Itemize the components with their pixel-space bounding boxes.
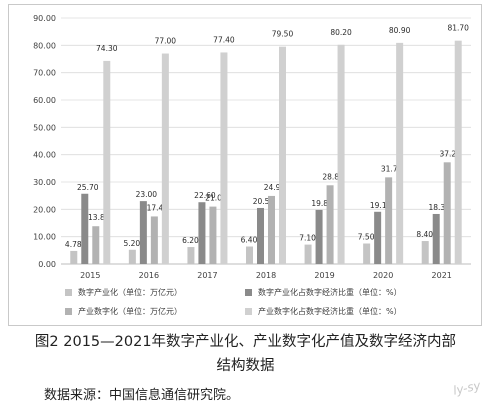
bar-series-0 — [304, 244, 312, 264]
bar-series-3 — [161, 53, 169, 265]
legend-swatch — [65, 308, 72, 315]
bar-series-2 — [326, 185, 334, 264]
legend-swatch — [245, 289, 252, 296]
data-label: 22.60 — [194, 191, 216, 200]
y-tick-label: 10.00 — [33, 233, 56, 242]
bar-series-0 — [421, 241, 429, 264]
data-label: 20.50 — [253, 197, 275, 206]
y-tick-label: 40.00 — [33, 151, 56, 160]
bar-series-1 — [315, 209, 323, 264]
x-tick-label: 2016 — [139, 271, 159, 280]
bar-series-2 — [385, 177, 393, 264]
data-label: 18.30 — [428, 203, 450, 212]
x-tick-label: 2015 — [80, 271, 100, 280]
legend-label: 数字产业化（单位：万亿元） — [78, 288, 182, 297]
y-tick-label: 30.00 — [33, 178, 56, 187]
data-label: 28.80 — [322, 172, 344, 181]
x-tick-label: 2019 — [314, 271, 334, 280]
bar-series-2 — [150, 216, 158, 264]
bar-series-0 — [128, 249, 136, 264]
legend-item-series-3: 产业数字化占数字经济比重（单位：%） — [245, 306, 402, 317]
bar-series-3 — [220, 52, 228, 264]
y-tick-label: 60.00 — [33, 96, 56, 105]
y-tick-label: 70.00 — [33, 69, 56, 78]
data-label: 79.50 — [272, 30, 294, 39]
caption-line-2: 结构数据 — [216, 358, 275, 374]
data-label: 7.10 — [299, 234, 316, 243]
bar-series-1 — [81, 193, 89, 264]
data-label: 21.00 — [205, 194, 227, 203]
legend-item-series-1: 数字产业化占数字经济比重（单位：%） — [245, 287, 402, 298]
bar-series-0 — [70, 250, 78, 264]
data-label: 8.40 — [416, 230, 433, 239]
data-label: 80.90 — [389, 26, 411, 35]
y-tick-label: 80.00 — [33, 41, 56, 50]
legend-label: 产业数字化（单位：万亿元） — [78, 307, 182, 316]
data-label: 81.70 — [447, 24, 469, 33]
data-label: 23.00 — [136, 190, 158, 199]
bar-series-1 — [257, 207, 264, 264]
bar-series-0 — [363, 243, 371, 264]
data-label: 80.20 — [330, 28, 352, 37]
data-label: 7.50 — [358, 233, 375, 242]
x-tick-label: 2018 — [256, 271, 276, 280]
data-label: 77.00 — [155, 37, 177, 46]
x-tick-label: 2017 — [197, 271, 217, 280]
bar-series-1 — [198, 202, 206, 264]
bar-chart: 0.00 10.00 20.00 30.00 40.00 50.00 60.00 70.00 8… — [33, 14, 471, 280]
legend-swatch — [245, 308, 252, 315]
legend-item-series-0: 数字产业化（单位：万亿元） — [65, 287, 182, 298]
figure-caption: 图2 2015—2021年数字产业化、产业数字化产值及数字经济内部 结构数据 — [0, 330, 491, 378]
data-label: 13.82 — [88, 213, 110, 222]
legend-swatch — [65, 289, 72, 296]
data-source: 数据来源：中国信息通信研究院。 — [44, 388, 240, 403]
bar-series-3 — [454, 40, 462, 264]
y-tick-label: 20.00 — [33, 205, 56, 214]
bar-series-2 — [443, 162, 451, 264]
data-label: 6.40 — [241, 236, 258, 245]
data-label: 5.20 — [124, 239, 141, 248]
data-label: 19.10 — [370, 201, 392, 210]
bar-series-1 — [139, 201, 147, 264]
x-tick-label: 2021 — [432, 271, 452, 280]
chart-frame: 0.00 10.00 20.00 30.00 40.00 50.00 60.00 70.00 8… — [8, 4, 482, 326]
y-tick-label: 90.00 — [33, 14, 56, 23]
bar-series-3 — [396, 42, 404, 264]
bar-series-1 — [374, 211, 382, 264]
bar-series-0 — [187, 247, 195, 264]
watermark: ly-sy — [452, 378, 483, 398]
bar-series-2 — [92, 226, 100, 264]
legend-label: 产业数字化占数字经济比重（单位：%） — [258, 307, 402, 316]
legend-item-series-2: 产业数字化（单位：万亿元） — [65, 306, 182, 317]
data-label: 19.80 — [311, 199, 333, 208]
data-label: 37.20 — [439, 149, 461, 158]
data-label: 17.40 — [147, 203, 169, 212]
data-label: 4.78 — [65, 240, 82, 249]
bar-series-1 — [432, 213, 440, 264]
data-label: 6.20 — [182, 236, 199, 245]
legend-label: 数字产业化占数字经济比重（单位：%） — [258, 288, 402, 297]
bar-series-3 — [279, 46, 286, 265]
bar-series-3 — [337, 44, 345, 264]
y-tick-label: 0.00 — [38, 260, 56, 269]
data-label: 31.70 — [381, 164, 403, 173]
bar-series-2 — [268, 195, 275, 264]
y-tick-label: 50.00 — [33, 123, 56, 132]
bar-series-3 — [103, 60, 111, 265]
bar-series-2 — [209, 206, 217, 264]
data-label: 25.70 — [77, 183, 99, 192]
data-label: 24.90 — [264, 183, 286, 192]
data-label: 77.40 — [213, 35, 235, 44]
x-tick-label: 2020 — [373, 271, 393, 280]
caption-line-1: 图2 2015—2021年数字产业化、产业数字化产值及数字经济内部 — [34, 334, 457, 350]
bar-series-0 — [246, 246, 253, 264]
data-label: 74.30 — [96, 44, 118, 53]
